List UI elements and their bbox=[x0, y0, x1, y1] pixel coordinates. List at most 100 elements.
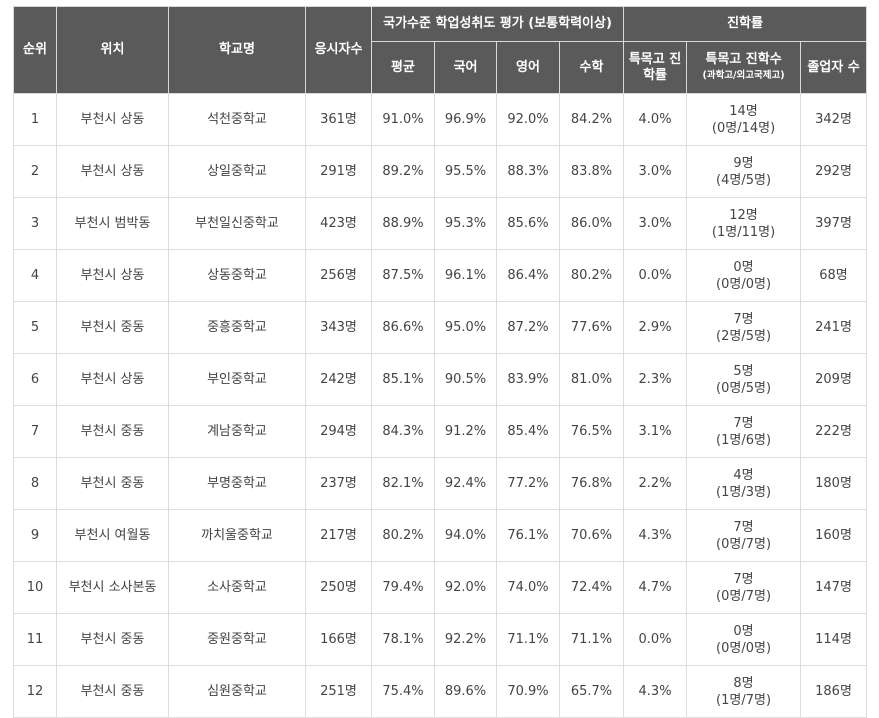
cell-location: 부천시 소사본동 bbox=[56, 561, 169, 614]
cell-special-rate: 2.3% bbox=[623, 353, 688, 406]
cell-math: 83.8% bbox=[558, 145, 625, 198]
cell-math: 84.2% bbox=[558, 93, 625, 146]
cell-graduates: 342명 bbox=[800, 93, 868, 146]
cell-math: 76.8% bbox=[558, 457, 625, 510]
cell-special-rate: 0.0% bbox=[623, 249, 688, 302]
cell-special-count: 4명 (1명/3명) bbox=[686, 457, 802, 510]
cell-math: 81.0% bbox=[558, 353, 625, 406]
cell-examinees: 237명 bbox=[305, 457, 372, 510]
cell-korean: 94.0% bbox=[434, 509, 497, 562]
special-count-total: 7명 bbox=[733, 519, 754, 535]
table-row: 6 부천시 상동 부인중학교 242명 85.1% 90.5% 83.9% 81.0% 2.3%… bbox=[13, 353, 868, 406]
cell-school: 까치울중학교 bbox=[168, 509, 306, 562]
table-row: 5 부천시 중동 중흥중학교 343명 86.6% 95.0% 87.2% 77.6% 2.9%… bbox=[13, 301, 868, 354]
table-row: 3 부천시 범박동 부천일신중학교 423명 88.9% 95.3% 85.6% 86.0% 3… bbox=[13, 197, 868, 250]
special-count-total: 9명 bbox=[733, 155, 754, 171]
cell-math: 71.1% bbox=[558, 613, 625, 666]
special-count-detail: (1명/7명) bbox=[716, 692, 772, 708]
header-rank: 순위 bbox=[13, 6, 57, 94]
header-graduates: 졸업자 수 bbox=[800, 41, 868, 94]
cell-graduates: 160명 bbox=[800, 509, 868, 562]
cell-graduates: 222명 bbox=[800, 405, 868, 458]
cell-location: 부천시 상동 bbox=[56, 93, 169, 146]
cell-location: 부천시 상동 bbox=[56, 353, 169, 406]
header-advancement: 진학률 bbox=[623, 6, 868, 42]
special-count-total: 7명 bbox=[733, 571, 754, 587]
special-count-total: 0명 bbox=[733, 623, 754, 639]
cell-special-count: 9명 (4명/5명) bbox=[686, 145, 802, 198]
table-row: 12 부천시 중동 심원중학교 251명 75.4% 89.6% 70.9% 65.7% 4.3… bbox=[13, 665, 868, 718]
header-location: 위치 bbox=[56, 6, 169, 94]
cell-math: 77.6% bbox=[558, 301, 625, 354]
special-count-total: 12명 bbox=[729, 207, 758, 223]
cell-rank: 3 bbox=[13, 197, 57, 250]
cell-special-rate: 0.0% bbox=[623, 613, 688, 666]
cell-avg: 91.0% bbox=[371, 93, 435, 146]
cell-location: 부천시 여월동 bbox=[56, 509, 169, 562]
cell-rank: 8 bbox=[13, 457, 57, 510]
cell-examinees: 423명 bbox=[305, 197, 372, 250]
cell-school: 부천일신중학교 bbox=[168, 197, 306, 250]
special-count-total: 14명 bbox=[729, 103, 758, 119]
cell-english: 83.9% bbox=[496, 353, 560, 406]
table-row: 7 부천시 중동 계남중학교 294명 84.3% 91.2% 85.4% 76.5% 3.1%… bbox=[13, 405, 868, 458]
cell-examinees: 291명 bbox=[305, 145, 372, 198]
cell-special-rate: 3.1% bbox=[623, 405, 688, 458]
cell-korean: 95.3% bbox=[434, 197, 497, 250]
cell-english: 77.2% bbox=[496, 457, 560, 510]
cell-graduates: 397명 bbox=[800, 197, 868, 250]
cell-special-count: 12명 (1명/11명) bbox=[686, 197, 802, 250]
cell-graduates: 147명 bbox=[800, 561, 868, 614]
cell-examinees: 294명 bbox=[305, 405, 372, 458]
cell-location: 부천시 중동 bbox=[56, 301, 169, 354]
cell-korean: 96.9% bbox=[434, 93, 497, 146]
cell-avg: 82.1% bbox=[371, 457, 435, 510]
header-examinees: 응시자수 bbox=[305, 6, 372, 94]
cell-rank: 4 bbox=[13, 249, 57, 302]
cell-school: 심원중학교 bbox=[168, 665, 306, 718]
cell-avg: 87.5% bbox=[371, 249, 435, 302]
header-math: 수학 bbox=[558, 41, 625, 94]
cell-special-rate: 2.9% bbox=[623, 301, 688, 354]
cell-special-rate: 3.0% bbox=[623, 145, 688, 198]
cell-rank: 5 bbox=[13, 301, 57, 354]
cell-examinees: 242명 bbox=[305, 353, 372, 406]
cell-school: 석천중학교 bbox=[168, 93, 306, 146]
cell-math: 80.2% bbox=[558, 249, 625, 302]
cell-location: 부천시 상동 bbox=[56, 145, 169, 198]
header-special-count: 특목고 진학수 (과학고/외고국제고) bbox=[686, 41, 802, 94]
cell-special-count: 7명 (2명/5명) bbox=[686, 301, 802, 354]
special-count-detail: (1명/3명) bbox=[716, 484, 772, 500]
cell-english: 85.6% bbox=[496, 197, 560, 250]
cell-school: 소사중학교 bbox=[168, 561, 306, 614]
cell-special-count: 14명 (0명/14명) bbox=[686, 93, 802, 146]
special-count-detail: (0명/7명) bbox=[716, 536, 772, 552]
cell-korean: 92.4% bbox=[434, 457, 497, 510]
cell-rank: 11 bbox=[13, 613, 57, 666]
cell-korean: 96.1% bbox=[434, 249, 497, 302]
cell-examinees: 256명 bbox=[305, 249, 372, 302]
cell-rank: 9 bbox=[13, 509, 57, 562]
cell-korean: 92.2% bbox=[434, 613, 497, 666]
cell-special-rate: 3.0% bbox=[623, 197, 688, 250]
cell-special-rate: 4.7% bbox=[623, 561, 688, 614]
cell-rank: 12 bbox=[13, 665, 57, 718]
cell-location: 부천시 중동 bbox=[56, 405, 169, 458]
special-count-total: 4명 bbox=[733, 467, 754, 483]
cell-examinees: 251명 bbox=[305, 665, 372, 718]
cell-math: 76.5% bbox=[558, 405, 625, 458]
cell-special-count: 7명 (0명/7명) bbox=[686, 509, 802, 562]
special-count-detail: (0명/0명) bbox=[716, 276, 772, 292]
cell-school: 상일중학교 bbox=[168, 145, 306, 198]
cell-location: 부천시 중동 bbox=[56, 457, 169, 510]
cell-english: 71.1% bbox=[496, 613, 560, 666]
cell-examinees: 166명 bbox=[305, 613, 372, 666]
cell-english: 85.4% bbox=[496, 405, 560, 458]
cell-english: 76.1% bbox=[496, 509, 560, 562]
cell-location: 부천시 범박동 bbox=[56, 197, 169, 250]
cell-special-count: 7명 (0명/7명) bbox=[686, 561, 802, 614]
cell-korean: 92.0% bbox=[434, 561, 497, 614]
cell-special-rate: 4.3% bbox=[623, 665, 688, 718]
cell-examinees: 250명 bbox=[305, 561, 372, 614]
header-english: 영어 bbox=[496, 41, 560, 94]
